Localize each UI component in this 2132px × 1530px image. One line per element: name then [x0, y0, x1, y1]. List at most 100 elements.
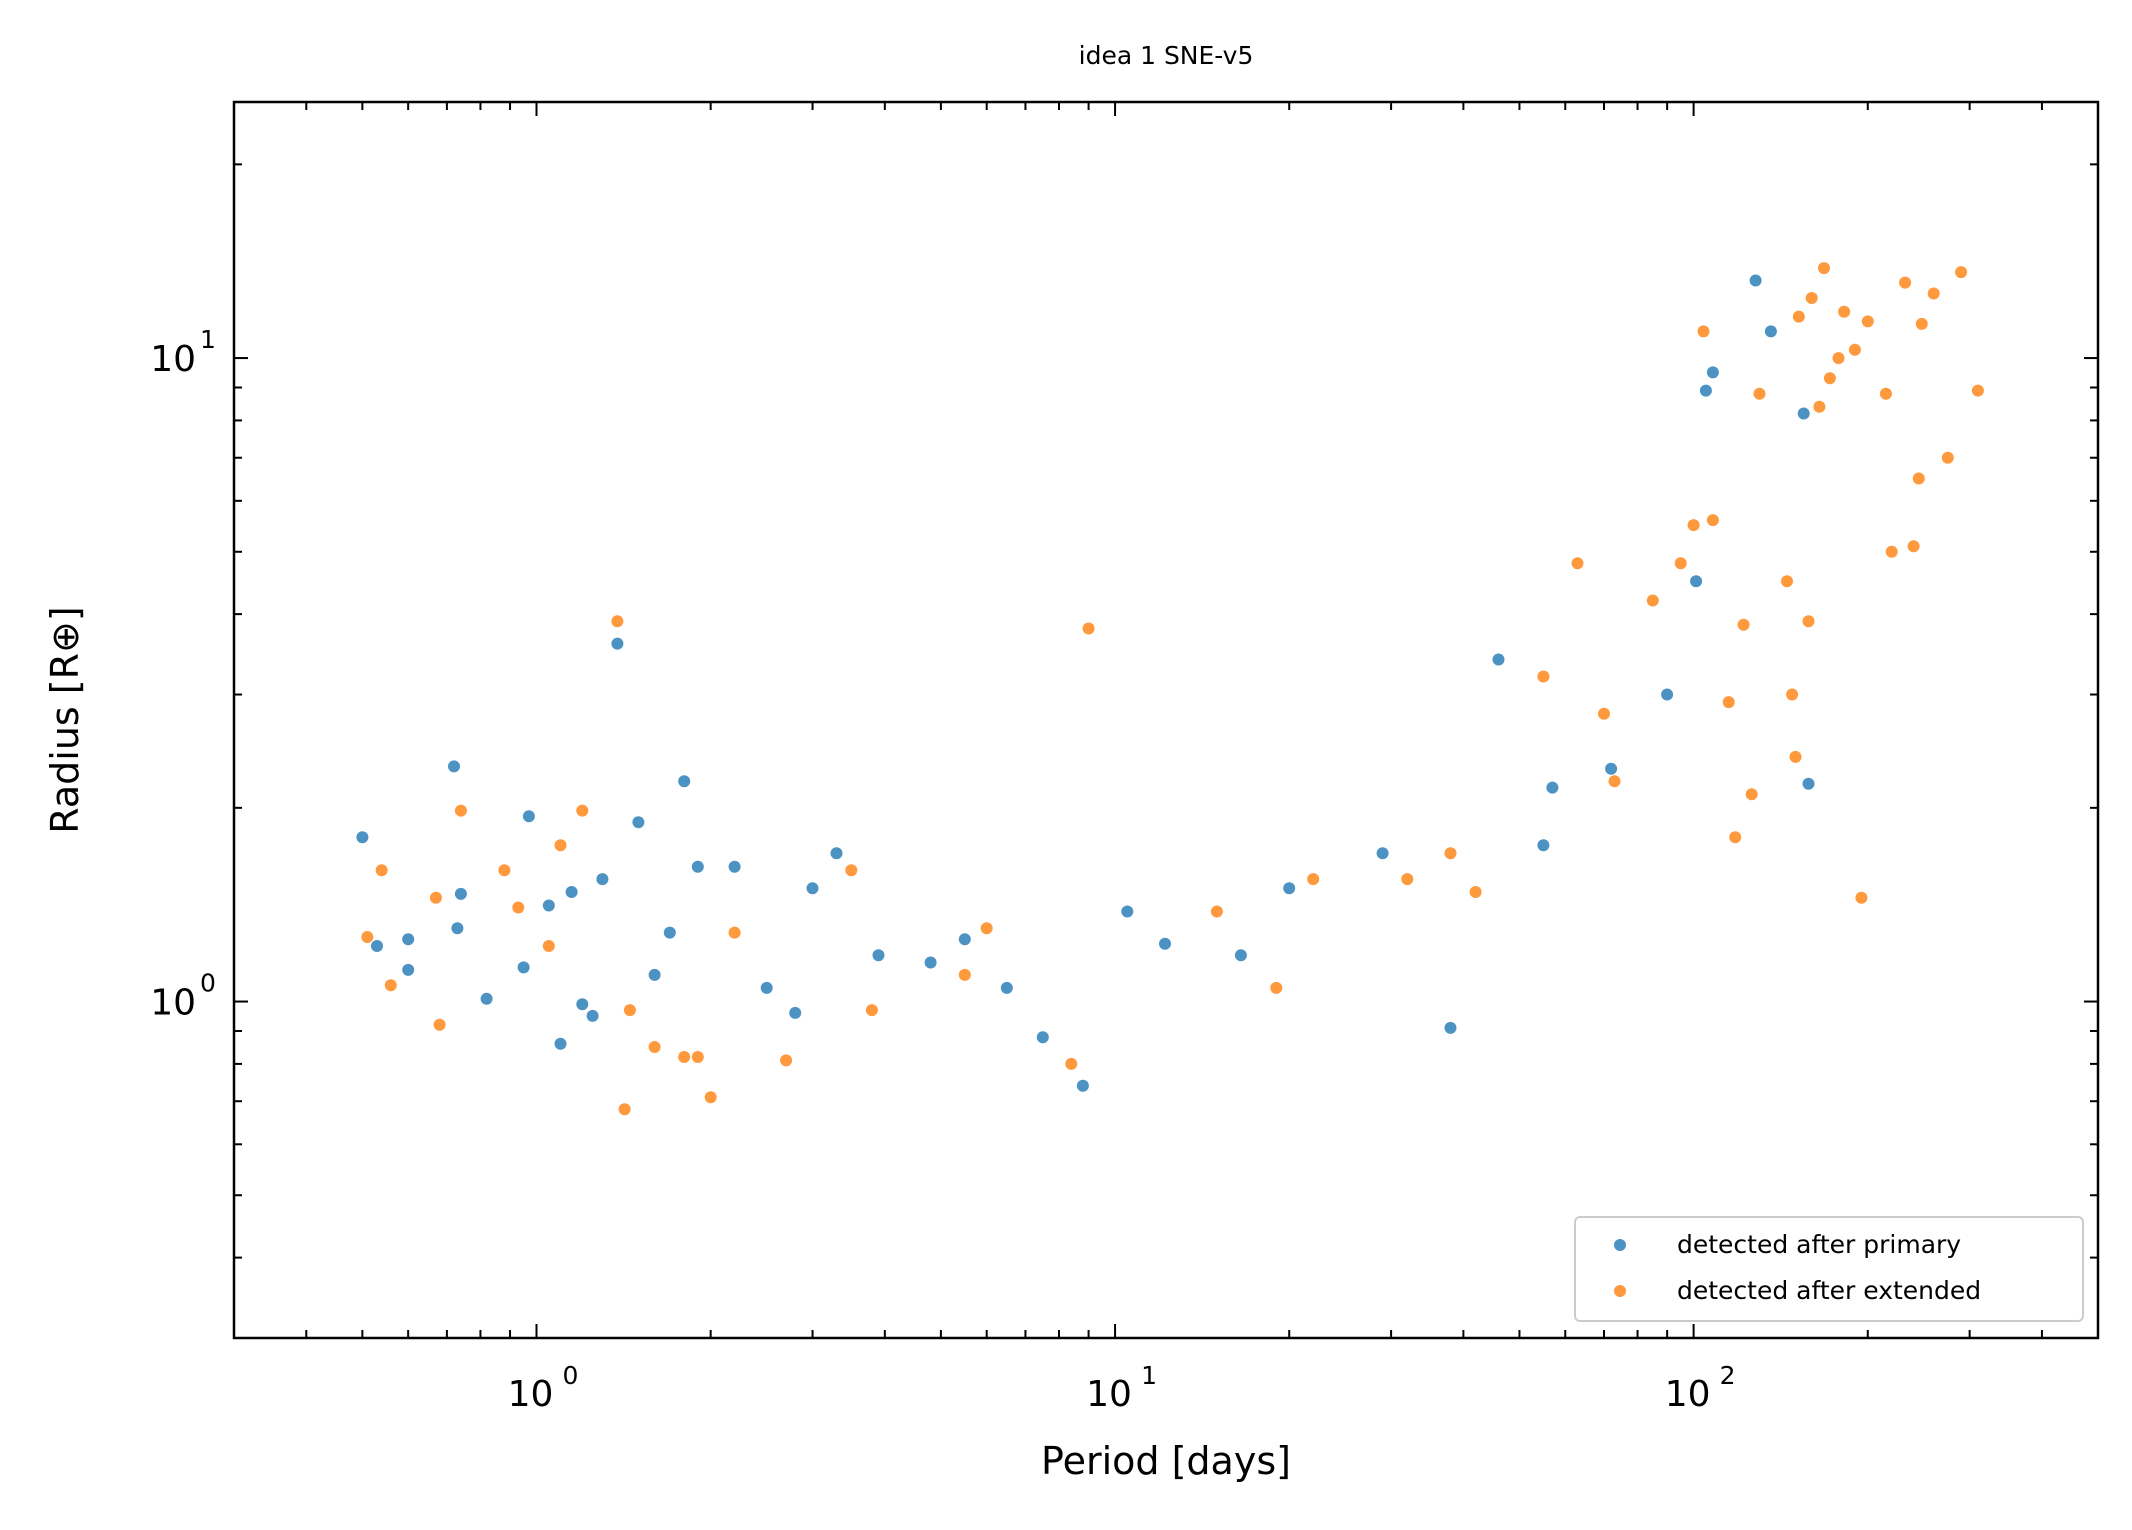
data-point-primary [1036, 1031, 1049, 1044]
y-tick-label: 10 [150, 983, 196, 1024]
legend-box [1574, 1216, 2084, 1322]
data-point-primary [480, 992, 493, 1005]
legend: detected after primary detected after ex… [1574, 1216, 2084, 1322]
data-point-extended [1608, 775, 1621, 788]
data-point-extended [512, 901, 525, 914]
data-point-extended [865, 1004, 878, 1017]
data-point-primary [1797, 407, 1810, 420]
data-point-extended [1907, 540, 1920, 553]
data-point-primary [448, 760, 460, 773]
points-layer [356, 262, 1984, 1116]
legend-label-primary: detected after primary [1677, 1230, 1961, 1259]
data-point-primary [586, 1009, 599, 1022]
data-point-extended [623, 1004, 636, 1017]
legend-label-extended: detected after extended [1677, 1276, 1981, 1305]
data-point-extended [1210, 905, 1223, 918]
data-point-extended [1941, 451, 1954, 464]
data-point-primary [1121, 905, 1134, 918]
data-point-primary [1802, 777, 1815, 790]
x-tick-label-exponent: 2 [1720, 1361, 1736, 1390]
data-point-primary [371, 940, 383, 952]
data-point-extended [576, 804, 589, 817]
data-point-primary [517, 961, 530, 974]
data-point-primary [632, 816, 645, 829]
data-point-extended [1745, 788, 1758, 801]
legend-marker-extended [1614, 1285, 1626, 1297]
data-point-extended [678, 1051, 691, 1063]
data-point-primary [1749, 274, 1762, 287]
data-point-extended [728, 926, 741, 939]
data-point-extended [542, 940, 555, 952]
data-point-extended [1813, 400, 1826, 413]
data-point-extended [611, 615, 624, 628]
data-point-extended [1805, 292, 1818, 304]
data-point-primary [1699, 384, 1712, 397]
data-point-extended [429, 891, 442, 904]
data-point-extended [1781, 575, 1793, 588]
data-point-extended [1674, 557, 1687, 570]
data-point-primary [565, 886, 578, 898]
data-point-extended [1270, 981, 1283, 994]
data-point-primary [1283, 882, 1296, 895]
data-point-extended [433, 1018, 446, 1031]
data-point-extended [1737, 618, 1750, 631]
data-point-primary [691, 860, 704, 873]
x-tick-label: 10 [1665, 1374, 1711, 1415]
data-point-primary [454, 887, 467, 900]
data-point-primary [760, 981, 773, 994]
legend-marker-primary [1614, 1239, 1626, 1251]
x-tick-label: 10 [1086, 1374, 1132, 1415]
data-point-extended [1855, 891, 1868, 904]
data-point-extended [1792, 310, 1805, 323]
data-point-primary [1706, 366, 1719, 379]
data-point-extended [1848, 343, 1861, 356]
data-point-extended [1955, 266, 1968, 279]
data-point-primary [1690, 575, 1703, 588]
data-point-primary [1605, 762, 1618, 775]
data-point-extended [780, 1054, 793, 1067]
data-point-extended [1687, 519, 1700, 532]
data-point-extended [691, 1051, 704, 1063]
data-point-extended [554, 839, 567, 852]
data-point-primary [1076, 1079, 1089, 1092]
data-point-primary [830, 847, 843, 860]
data-point-primary [789, 1006, 802, 1019]
data-point-extended [1899, 276, 1912, 289]
data-point-primary [678, 775, 691, 788]
data-point-primary [356, 831, 369, 844]
data-point-extended [1729, 831, 1742, 844]
data-point-extended [980, 922, 993, 935]
data-point-primary [958, 933, 971, 946]
data-point-extended [454, 804, 467, 817]
data-point-extended [375, 864, 388, 877]
data-point-primary [1537, 839, 1550, 852]
data-point-extended [1915, 317, 1928, 330]
data-point-extended [1861, 315, 1874, 328]
data-point-extended [1927, 287, 1940, 300]
data-point-primary [1159, 937, 1171, 950]
data-point-primary [806, 882, 819, 895]
chart-title: idea 1 SNE-v5 [1079, 41, 1254, 70]
data-point-extended [1823, 372, 1836, 385]
data-point-extended [704, 1091, 717, 1104]
data-point-extended [1789, 750, 1802, 763]
data-point-extended [1307, 873, 1320, 886]
data-point-primary [663, 926, 676, 939]
data-point-primary [1376, 847, 1389, 860]
y-tick-label-exponent: 1 [200, 325, 216, 354]
y-axis-label: Radius [R⊕] [43, 606, 87, 833]
data-point-extended [1971, 384, 1984, 397]
data-point-extended [958, 968, 971, 981]
data-point-extended [1753, 387, 1766, 400]
data-point-extended [1706, 514, 1719, 527]
data-point-extended [1786, 688, 1799, 701]
data-point-primary [1444, 1021, 1457, 1034]
x-tick-label-exponent: 1 [1141, 1361, 1157, 1390]
data-point-extended [1646, 594, 1659, 607]
data-point-primary [1234, 949, 1247, 962]
data-point-primary [728, 860, 741, 873]
data-point-extended [1065, 1057, 1078, 1070]
data-point-extended [1697, 325, 1710, 338]
data-point-primary [1661, 688, 1674, 701]
